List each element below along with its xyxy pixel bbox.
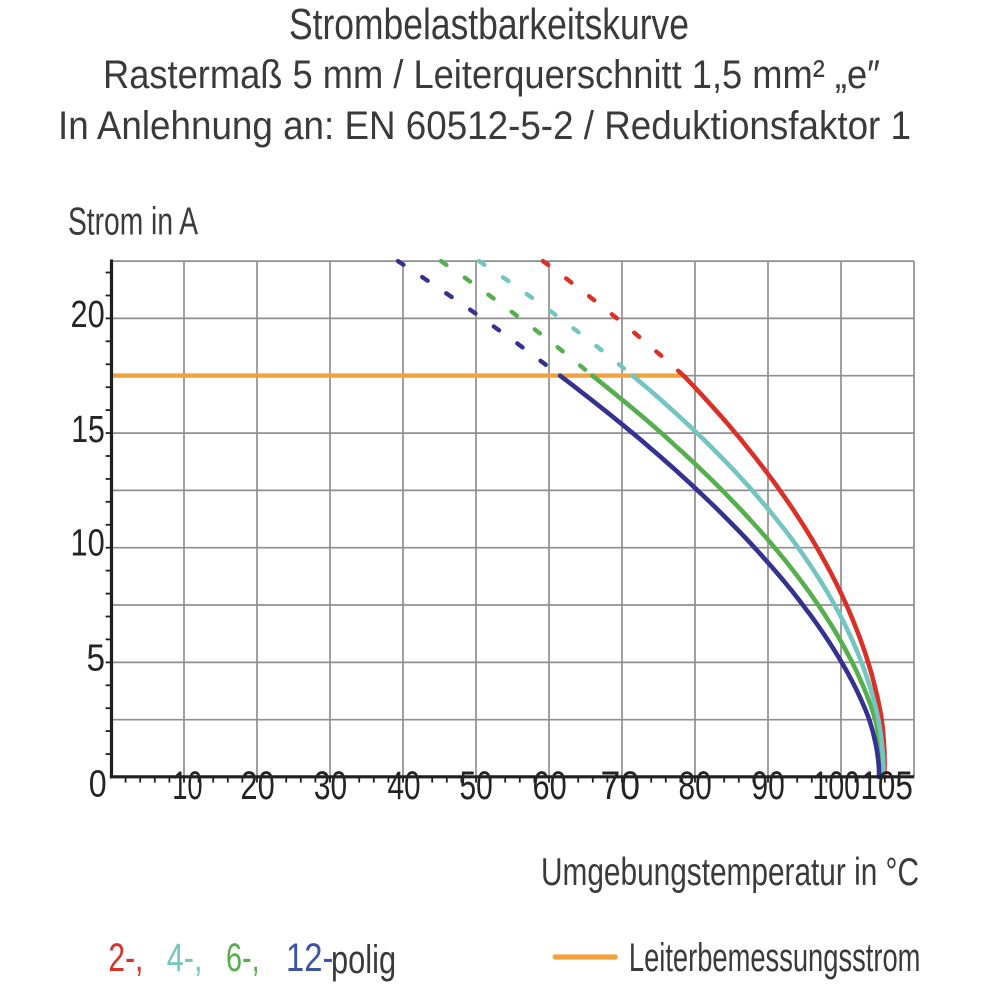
svg-text:40: 40 [388,764,421,808]
svg-text:In Anlehnung an: EN 60512-5-2: In Anlehnung an: EN 60512-5-2 / Reduktio… [58,104,911,148]
svg-text:5: 5 [87,637,106,679]
svg-text:Strom in A: Strom in A [68,201,198,244]
svg-text:90: 90 [752,764,785,808]
svg-text:Strombelastbarkeitskurve: Strombelastbarkeitskurve [289,0,689,49]
svg-text:80: 80 [679,764,712,808]
svg-text:15: 15 [71,409,105,451]
svg-text:20: 20 [241,764,275,808]
svg-text:0: 0 [89,764,107,806]
svg-text:10: 10 [71,522,105,564]
svg-text:2-,: 2-, [108,936,143,980]
svg-text:Umgebungstemperatur in °C: Umgebungstemperatur in °C [541,851,919,894]
svg-text:polig: polig [331,938,396,982]
svg-text:Leiterbemessungsstrom: Leiterbemessungsstrom [629,936,921,980]
svg-text:12-: 12- [286,936,333,980]
svg-text:6-,: 6-, [226,936,260,980]
svg-text:50: 50 [460,764,493,808]
svg-text:70: 70 [601,764,641,808]
svg-text:10: 10 [172,764,202,808]
svg-text:20: 20 [71,294,105,336]
svg-text:30: 30 [314,764,347,808]
svg-text:Rastermaß 5 mm / Leiterquersch: Rastermaß 5 mm / Leiterquerschnitt 1,5 m… [103,53,880,97]
svg-text:4-,: 4-, [167,936,203,980]
svg-text:105: 105 [860,764,913,808]
svg-text:100: 100 [813,764,861,808]
svg-text:60: 60 [533,764,567,808]
